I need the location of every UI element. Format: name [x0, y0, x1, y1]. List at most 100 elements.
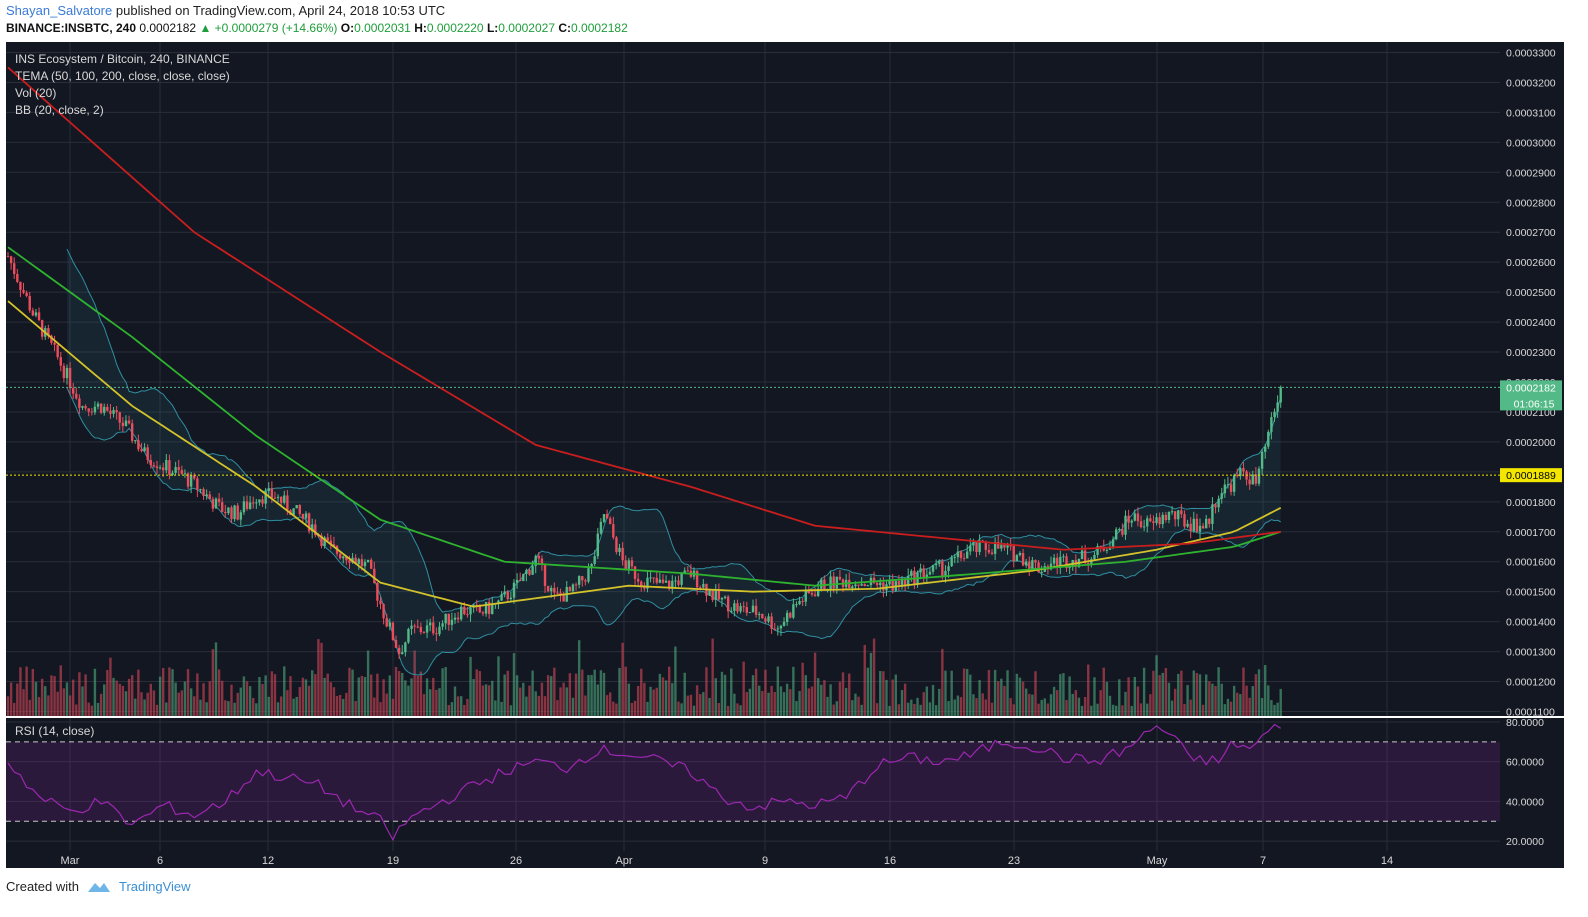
candle-body	[382, 604, 385, 619]
volume-bar	[922, 692, 925, 716]
rsi-line	[7, 723, 1282, 842]
volume-bar	[1236, 692, 1239, 716]
volume-bar	[745, 692, 748, 716]
candle-body	[242, 501, 246, 513]
candle-body	[401, 652, 404, 654]
volume-bar	[348, 667, 351, 716]
legend-bb[interactable]: BB (20, close, 2)	[15, 103, 104, 117]
volume-bar	[866, 667, 870, 716]
candle-body	[863, 584, 866, 587]
legend-tema[interactable]: TEMA (50, 100, 200, close, close, close)	[15, 69, 230, 83]
volume-bar	[487, 685, 491, 716]
volume-bar	[509, 705, 513, 716]
publisher-link[interactable]: Shayan_Salvatore	[6, 3, 113, 18]
candle-body	[723, 596, 727, 598]
volume-bar	[456, 696, 460, 716]
symbol-info: BINANCE:INSBTC, 240 0.0002182 ▲ +0.00002…	[6, 21, 628, 35]
candle-body	[655, 577, 658, 583]
volume-bar	[87, 702, 90, 716]
candle-body	[121, 422, 125, 427]
candle-body	[441, 623, 444, 627]
candle-body	[686, 570, 690, 572]
price-axis[interactable]	[1500, 42, 1564, 716]
candle-body	[1186, 523, 1189, 527]
support-price-label: 0.0001889	[1506, 470, 1556, 482]
candle-body	[1226, 484, 1230, 486]
chart-title[interactable]: INS Ecosystem / Bitcoin, 240, BINANCE	[15, 52, 230, 66]
volume-bar	[491, 680, 494, 716]
candle-body	[1024, 561, 1028, 566]
candle-body	[428, 622, 432, 626]
candle-body	[180, 469, 184, 474]
candle-body	[171, 472, 174, 475]
candle-body	[432, 622, 435, 634]
price-change: ▲ +0.0000279 (+14.66%)	[199, 21, 338, 35]
volume-bar	[115, 680, 118, 716]
candle-body	[211, 499, 215, 509]
volume-bar	[460, 696, 463, 716]
volume-bar	[531, 670, 534, 716]
volume-bar	[279, 696, 283, 716]
candle-body	[1173, 511, 1177, 520]
candle-body	[71, 388, 75, 394]
candle-body	[397, 647, 401, 654]
candle-body	[590, 563, 593, 569]
candle-body	[522, 574, 525, 582]
volume-bar	[717, 703, 721, 716]
volume-bar	[1279, 688, 1282, 716]
candle-body	[292, 508, 295, 515]
candle-body	[149, 459, 152, 466]
candle-body	[422, 632, 426, 634]
volume-bar	[469, 656, 472, 716]
volume-bar	[574, 673, 578, 716]
volume-bar	[397, 671, 401, 716]
volume-bar	[224, 700, 227, 716]
volume-bar	[633, 700, 637, 716]
candle-body	[568, 586, 572, 592]
volume-bar	[1229, 701, 1233, 716]
candle-body	[99, 403, 103, 413]
volume-bar	[410, 678, 413, 716]
rsi-axis[interactable]	[1500, 718, 1564, 868]
volume-bar	[270, 671, 274, 716]
volume-bar	[34, 681, 38, 716]
volume-bar	[733, 693, 736, 716]
volume-bar	[543, 696, 547, 716]
volume-bar	[233, 702, 236, 716]
volume-bar	[1071, 693, 1074, 716]
candle-body	[975, 542, 978, 553]
candle-body	[1223, 484, 1227, 494]
volume-bar	[537, 695, 541, 716]
candle-body	[714, 589, 717, 600]
volume-bar	[997, 681, 1000, 716]
volume-bar	[764, 669, 767, 716]
price-tick-label: 0.0002300	[1506, 347, 1556, 359]
volume-bar	[503, 674, 506, 716]
candle-body	[1108, 547, 1112, 550]
volume-bar	[220, 680, 224, 716]
volume-bar	[993, 669, 997, 716]
tradingview-link[interactable]: TradingView	[118, 879, 191, 894]
candle-body	[658, 579, 662, 583]
rsi-pane[interactable]	[6, 718, 1500, 851]
volume-bar	[1155, 655, 1158, 716]
candle-body	[720, 597, 724, 600]
candle-body	[888, 580, 891, 585]
candle-body	[1018, 552, 1022, 556]
legend-vol[interactable]: Vol (20)	[15, 86, 57, 100]
volume-bar	[50, 675, 53, 716]
price-tick-label: 0.0003100	[1506, 107, 1556, 119]
volume-bar	[667, 666, 671, 716]
tradingview-logo-icon[interactable]	[87, 880, 111, 894]
candle-body	[528, 569, 531, 575]
candle-body	[807, 589, 811, 594]
volume-bar	[217, 669, 221, 716]
volume-bar	[1220, 683, 1223, 716]
legend-rsi[interactable]: RSI (14, close)	[15, 724, 95, 738]
time-axis[interactable]	[6, 851, 1500, 868]
volume-bar	[910, 699, 913, 716]
volume-bar	[1245, 685, 1248, 716]
candle-body	[882, 582, 885, 591]
volume-bar	[401, 672, 404, 716]
